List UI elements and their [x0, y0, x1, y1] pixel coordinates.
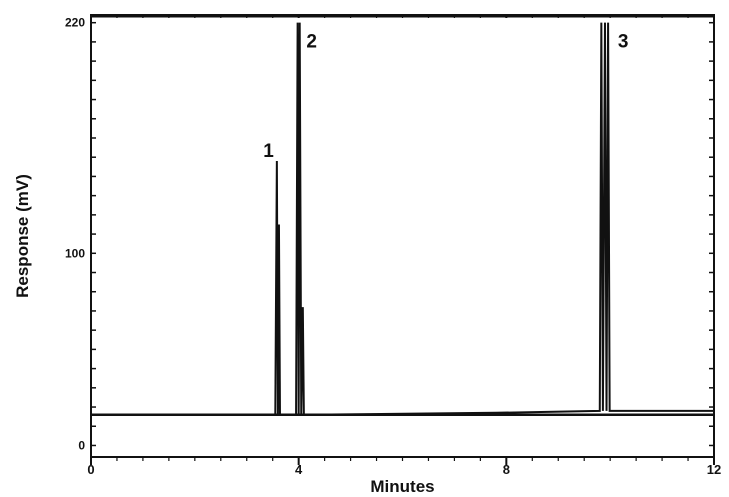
y-tick-label: 100 — [65, 246, 85, 260]
y-axis-label: Response (mV) — [13, 174, 32, 298]
y-axis-ticks: 0 100 220 — [65, 16, 714, 452]
x-tick-label: 12 — [707, 462, 721, 477]
y-tick-label: 220 — [65, 16, 85, 30]
series-line — [91, 22, 714, 416]
x-axis-label: Minutes — [370, 477, 434, 496]
series-layer — [91, 22, 714, 416]
peak-label: 3 — [618, 32, 629, 53]
peak-label: 2 — [306, 32, 317, 53]
x-tick-label: 8 — [503, 462, 510, 477]
x-tick-label: 0 — [87, 462, 94, 477]
peak-label: 1 — [263, 141, 274, 162]
y-tick-label: 0 — [78, 438, 85, 452]
x-axis-ticks: 0 4 8 12 — [87, 15, 721, 477]
plot-frame — [90, 14, 715, 458]
x-tick-label: 4 — [295, 462, 303, 477]
annotation-layer: 1 2 3 — [263, 32, 628, 163]
